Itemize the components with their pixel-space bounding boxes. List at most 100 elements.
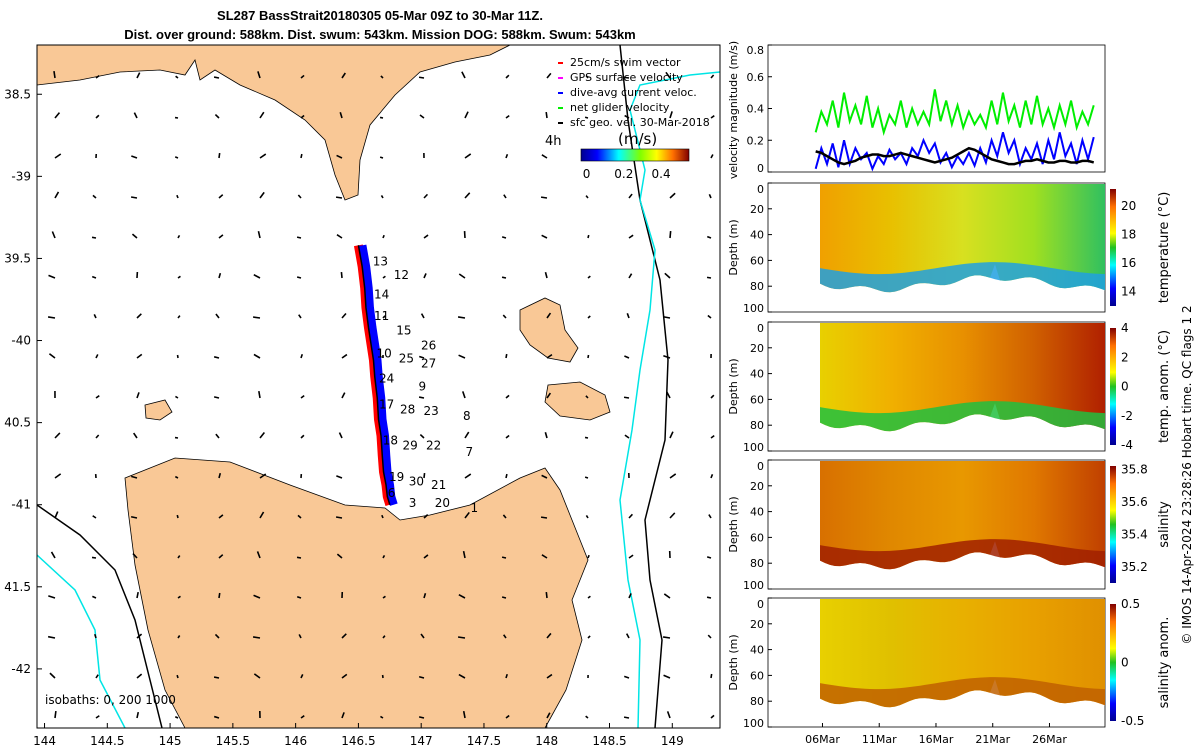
map-xtick-label: 146.5 — [341, 734, 375, 748]
velocity-series-mean — [815, 146, 1095, 166]
current-vector — [177, 315, 181, 319]
current-vector — [546, 632, 552, 639]
current-vector — [218, 194, 224, 199]
current-vector — [136, 591, 139, 599]
current-vector — [458, 673, 466, 679]
current-vector — [336, 553, 343, 559]
current-vector — [663, 674, 671, 679]
day-label: 12 — [394, 268, 409, 282]
current-vector — [177, 595, 181, 599]
current-vector — [505, 673, 508, 679]
current-vector — [91, 275, 97, 279]
current-vector — [710, 673, 713, 679]
current-vector — [710, 154, 714, 159]
current-vector — [336, 154, 343, 159]
current-vector — [340, 271, 343, 279]
footer-credit: © IMOS 14-Apr-2024 23:28:26 Hobart time.… — [1180, 305, 1194, 644]
current-vector — [418, 76, 425, 79]
map-xtick-label: 145 — [159, 734, 182, 748]
current-velocity-trail — [358, 244, 398, 506]
current-vector — [174, 715, 179, 719]
current-vector — [423, 472, 426, 479]
current-vector — [136, 72, 141, 79]
current-vector — [54, 511, 59, 519]
current-vector — [420, 313, 425, 319]
colorbar-label: salinity anom. — [1157, 617, 1172, 709]
date-tick-label: 21Mar — [975, 733, 1010, 746]
velocity-ytick-label: 0.6 — [747, 71, 765, 84]
current-vector — [669, 111, 673, 119]
velocity-ytick-label: 0.8 — [747, 44, 765, 57]
section-field — [820, 599, 1105, 708]
current-vector — [296, 595, 302, 599]
current-vector — [587, 315, 591, 319]
day-label: 10 — [376, 347, 391, 361]
current-vector — [587, 554, 590, 559]
map-xtick-label: 147 — [410, 734, 433, 748]
current-vector — [300, 674, 304, 679]
current-vector — [218, 152, 221, 159]
current-vector — [544, 432, 548, 439]
colorbar-tick-label: 35.2 — [1121, 560, 1148, 574]
current-vector — [94, 633, 97, 639]
current-vector — [136, 353, 143, 359]
depth-tick-label: 100 — [743, 717, 764, 730]
current-vector — [585, 515, 589, 519]
current-vector — [382, 315, 386, 319]
current-vector — [505, 74, 510, 79]
current-vector — [382, 554, 386, 559]
day-label: 29 — [402, 439, 417, 453]
current-vector — [296, 556, 302, 559]
current-vector — [215, 313, 220, 319]
glider-track — [353, 244, 398, 507]
day-label: 13 — [373, 255, 388, 269]
current-vector — [423, 554, 429, 559]
land-king-island — [144, 399, 173, 421]
day-label: 11 — [374, 309, 389, 323]
current-vector — [587, 635, 591, 639]
current-vector — [623, 716, 630, 719]
current-vector — [457, 636, 466, 639]
section-colorbar — [1110, 189, 1116, 306]
current-vector — [213, 715, 220, 719]
current-vector — [218, 234, 224, 239]
current-vector — [131, 155, 138, 159]
current-vector — [418, 396, 425, 399]
current-vector — [707, 314, 712, 319]
current-vector — [218, 272, 222, 279]
depth-tick-label: 60 — [750, 254, 764, 267]
current-vector — [628, 593, 632, 599]
legend-label: net glider velocity — [570, 101, 670, 114]
map-xtick-label: 144.5 — [90, 734, 124, 748]
date-tick-label: 06Mar — [805, 733, 840, 746]
current-vector — [544, 271, 548, 279]
current-vector — [136, 633, 143, 639]
isobaths-label: isobaths: 0, 200 1000 — [45, 693, 176, 707]
current-vector — [669, 431, 674, 439]
day-label: 21 — [431, 478, 446, 492]
current-vector — [382, 635, 386, 639]
current-vector — [335, 516, 343, 519]
current-vector — [458, 273, 466, 279]
current-vector — [706, 276, 712, 279]
current-vector — [462, 710, 466, 719]
current-vector — [341, 353, 348, 359]
map-ytick-label: -41 — [11, 498, 31, 512]
speed-colorbar — [580, 148, 690, 162]
age-label: 4h — [545, 134, 562, 149]
current-vector — [176, 674, 179, 679]
current-vector — [218, 514, 224, 519]
depth-tick-label: 100 — [743, 302, 764, 315]
current-vector — [53, 70, 56, 79]
day-label: 19 — [389, 470, 404, 484]
current-vector — [341, 712, 345, 719]
section-ylabel: Depth (m) — [727, 496, 740, 552]
current-vector — [708, 514, 712, 519]
current-vector — [419, 433, 425, 439]
current-vector — [300, 74, 305, 79]
current-vector — [341, 72, 346, 79]
track-line — [357, 245, 391, 505]
current-vector — [457, 316, 466, 319]
current-vector — [296, 276, 302, 279]
current-vector — [131, 233, 138, 239]
